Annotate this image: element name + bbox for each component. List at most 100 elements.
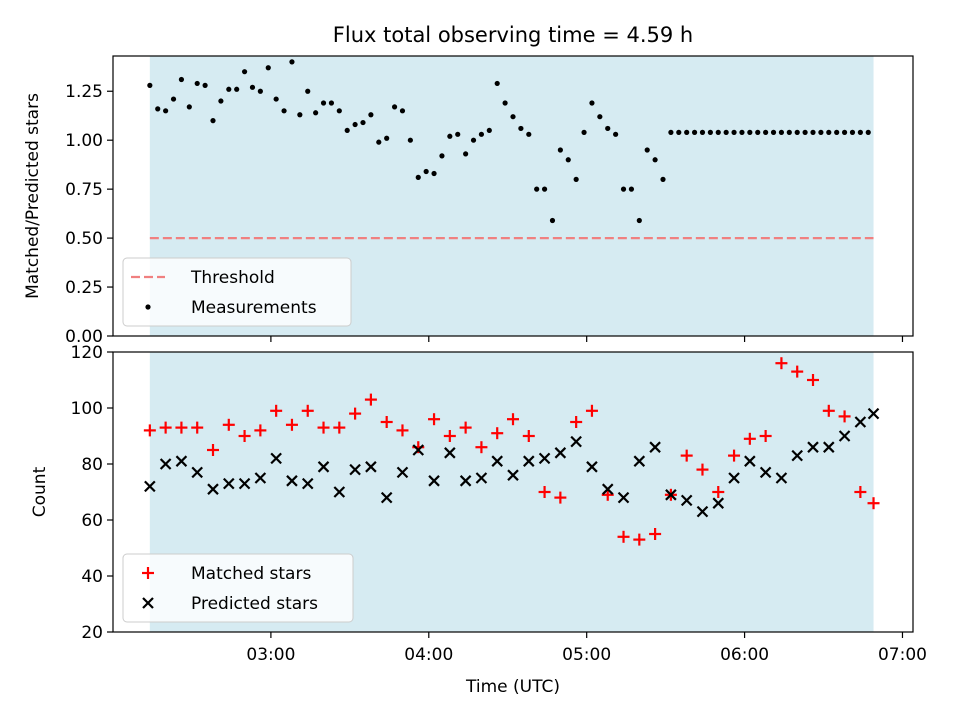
predicted-star-point xyxy=(554,447,567,459)
measurement-point xyxy=(826,129,832,135)
measurement-point xyxy=(328,100,335,106)
matched-star-point xyxy=(507,413,519,426)
predicted-star-point xyxy=(159,458,172,470)
measurement-point xyxy=(644,147,650,153)
measurement-point xyxy=(691,129,698,135)
measurement-point xyxy=(707,129,713,135)
matched-star-point xyxy=(396,424,409,437)
matched-star-point xyxy=(333,421,346,434)
predicted-star-point xyxy=(191,466,203,479)
measurement-point xyxy=(636,217,642,224)
y-tick-label: 100 xyxy=(71,399,103,419)
measurement-point xyxy=(289,59,295,65)
measurement-point xyxy=(502,100,508,106)
matched-star-point xyxy=(854,486,867,498)
matched-star-point xyxy=(459,421,472,434)
measurement-point xyxy=(557,147,563,153)
measurement-point xyxy=(723,129,729,135)
measurement-point xyxy=(439,153,445,159)
measurement-point xyxy=(281,108,287,114)
measurement-point xyxy=(613,131,619,137)
legend-matched-swatch xyxy=(142,567,154,579)
chart-title: Flux total observing time = 4.59 h xyxy=(333,23,693,47)
measurement-point xyxy=(849,129,856,135)
count-panel: 20 40 60 80 100 120 Count 03:00 04:00 05:00 06:00 0… xyxy=(30,343,927,697)
predicted-star-point xyxy=(665,489,677,501)
measurement-point xyxy=(549,217,556,224)
predicted-star-point xyxy=(365,461,377,473)
measurement-point xyxy=(510,114,516,120)
predicted-star-point xyxy=(238,477,251,490)
measurement-point xyxy=(818,129,824,135)
measurement-point xyxy=(218,98,224,104)
measurement-point xyxy=(194,80,200,87)
y-tick-label: 40 xyxy=(81,567,103,587)
predicted-star-point xyxy=(254,472,267,484)
measurement-point xyxy=(494,80,500,87)
measurement-point xyxy=(336,108,342,114)
matched-star-point xyxy=(696,463,709,476)
predicted-star-point xyxy=(475,472,488,484)
predicted-star-point xyxy=(491,455,503,467)
matched-star-point xyxy=(807,374,819,386)
predicted-star-point xyxy=(223,477,235,490)
legend-predicted-swatch xyxy=(142,597,154,609)
measurement-point xyxy=(731,129,737,135)
predicted-star-point xyxy=(207,483,219,495)
legend-label: Predicted stars xyxy=(191,594,318,614)
measurement-point xyxy=(447,133,453,139)
measurement-point xyxy=(470,137,477,143)
measurement-point xyxy=(841,129,848,135)
matched-star-point xyxy=(349,407,362,420)
matched-star-point xyxy=(538,486,551,498)
predicted-star-point xyxy=(854,416,867,428)
predicted-star-point xyxy=(459,475,472,487)
measurement-point xyxy=(147,82,153,88)
measurement-point xyxy=(384,135,390,141)
measurement-point xyxy=(368,112,374,118)
matched-star-point xyxy=(364,393,377,406)
measurement-point xyxy=(597,114,603,120)
x-tick-label: 03:00 xyxy=(246,645,295,665)
matched-star-point xyxy=(791,365,804,378)
measurement-point xyxy=(518,125,524,132)
matched-star-point xyxy=(317,421,330,434)
axes-frame xyxy=(112,351,914,633)
legend: Matched stars Predicted stars xyxy=(122,553,354,623)
matched-star-point xyxy=(570,416,583,428)
measurement-point xyxy=(755,129,761,135)
y-tick-label: 20 xyxy=(81,623,103,643)
predicted-star-point xyxy=(775,472,788,484)
matched-star-point xyxy=(522,430,535,442)
matched-star-point xyxy=(380,416,393,428)
measurement-point xyxy=(226,86,232,92)
matched-star-point xyxy=(159,421,172,434)
measurement-point xyxy=(234,86,240,92)
matched-star-point xyxy=(301,404,314,417)
matched-star-point xyxy=(475,441,488,454)
matched-star-point xyxy=(617,530,630,543)
predicted-star-point xyxy=(301,477,314,490)
measurement-point xyxy=(431,170,437,177)
measurement-point xyxy=(778,129,785,135)
predicted-star-point xyxy=(538,452,551,465)
measurement-point xyxy=(486,127,492,134)
measurement-point xyxy=(423,168,429,175)
measurement-point xyxy=(541,186,548,192)
measurement-point xyxy=(391,104,398,110)
measurement-point xyxy=(344,127,350,134)
y-tick-label: 0.50 xyxy=(65,229,103,249)
measurement-point xyxy=(857,129,863,135)
y-axis-label: Matched/Predicted stars xyxy=(23,93,43,299)
predicted-star-point xyxy=(867,407,880,420)
y-tick-label: 0.75 xyxy=(65,180,103,200)
measurement-point xyxy=(834,129,840,135)
predicted-star-point xyxy=(175,455,188,467)
matched-star-point xyxy=(270,404,283,417)
matched-star-point xyxy=(207,444,219,456)
measurement-point xyxy=(739,129,745,135)
predicted-star-point xyxy=(507,469,519,481)
matched-star-point xyxy=(554,491,567,504)
matched-star-point xyxy=(175,421,188,434)
